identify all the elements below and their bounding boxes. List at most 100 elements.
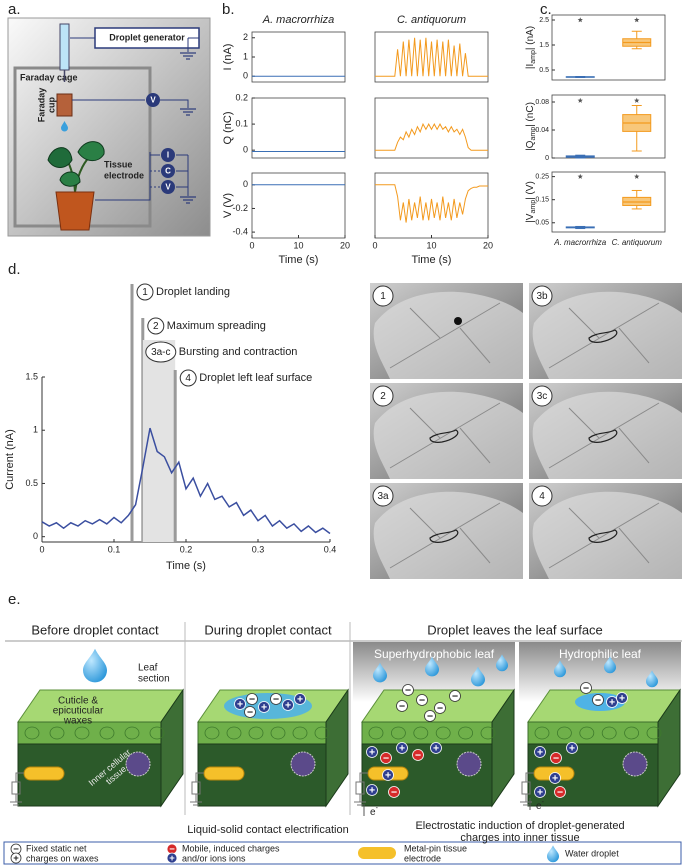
- charge-sign: +: [569, 743, 575, 754]
- data-line: [375, 184, 488, 223]
- cuticle-label: Cuticle &: [58, 696, 98, 707]
- x-axis-label: Time (s): [279, 254, 319, 266]
- y-axis-label-part: amp: [530, 200, 537, 214]
- y-axis-label: V (V): [222, 193, 234, 218]
- water-droplet: [554, 660, 566, 678]
- outlier: [577, 17, 583, 23]
- outlier: [577, 97, 583, 103]
- meter: [146, 93, 160, 107]
- charge-sign: +: [552, 773, 558, 784]
- x-tick-label: A. macrorrhiza: [553, 238, 607, 247]
- cell: [601, 726, 617, 740]
- cell: [458, 726, 474, 740]
- photo-label: 3c: [537, 391, 548, 402]
- meter: [161, 164, 175, 178]
- charge-sign: −: [247, 707, 253, 718]
- plot-frame: [374, 31, 489, 83]
- panel-label: c.: [540, 1, 552, 18]
- water-droplet: [425, 656, 439, 677]
- data-line: [375, 122, 488, 151]
- data-line: [375, 37, 488, 77]
- cell: [624, 726, 639, 740]
- charge: [449, 690, 461, 702]
- leaf: [77, 141, 105, 161]
- y-tick-label: 0.5: [25, 478, 38, 488]
- leaf-vein: [548, 302, 660, 369]
- droplet-photo: [454, 317, 462, 325]
- meter-label: V: [150, 96, 156, 105]
- charge: [580, 682, 592, 694]
- charge: [258, 701, 270, 713]
- leaf-side: [160, 688, 184, 808]
- cell: [292, 726, 308, 740]
- meter: [161, 180, 175, 194]
- plot-frame: [374, 172, 489, 239]
- charge: [270, 693, 282, 705]
- event-label: Droplet left leaf surface: [199, 372, 312, 384]
- y-axis-label-part: | (nA): [525, 26, 536, 50]
- leaf-type: Hydrophilic leaf: [559, 647, 642, 661]
- cup-label: Faraday: [36, 88, 46, 123]
- chart-title: A. macrorrhiza: [262, 14, 335, 26]
- electron-symbol: e: [536, 801, 542, 812]
- electron-label: e-: [370, 805, 379, 817]
- leaf-vein: [548, 502, 660, 569]
- legend-label: Water droplet: [565, 848, 619, 858]
- cell: [74, 726, 90, 740]
- stage-title: Before droplet contact: [31, 622, 159, 637]
- charge: [606, 696, 618, 708]
- leaf-side: [325, 688, 349, 808]
- event-number: 1: [142, 287, 148, 298]
- water-droplet: [83, 648, 107, 683]
- y-tick-label: 0.25: [535, 173, 549, 180]
- y-tick-label: 0: [243, 145, 248, 155]
- x-tick-label: 0: [249, 240, 254, 250]
- y-tick-label: 0: [243, 179, 248, 189]
- charge-sign: −: [415, 750, 421, 761]
- plot-frame: [251, 31, 346, 83]
- cell: [226, 726, 242, 740]
- faraday-cup: [56, 93, 73, 117]
- syringe: [59, 23, 70, 71]
- y-tick-label: 2.5: [539, 17, 549, 24]
- x-tick-label: 0.4: [324, 544, 337, 554]
- y-tick-label: 0.04: [535, 127, 549, 134]
- charge: [234, 698, 246, 710]
- leaf-shape: [532, 491, 682, 579]
- ground-wire: [520, 772, 534, 806]
- charge-sign: −: [452, 691, 458, 702]
- electron-label: e-: [536, 799, 545, 811]
- charge: [416, 694, 428, 706]
- charge-sign: +: [237, 699, 243, 710]
- water-droplet: [373, 662, 387, 683]
- stage-title: Droplet leaves the leaf surface: [427, 622, 603, 637]
- water-droplet: [471, 666, 486, 687]
- outlier: [577, 173, 583, 179]
- charge-sign: −: [583, 683, 589, 694]
- ground-wire: [354, 772, 368, 806]
- y-tick-label: 0.05: [535, 220, 549, 227]
- charge: [616, 692, 628, 704]
- charge-sign: +: [285, 700, 291, 711]
- cell: [557, 726, 572, 740]
- y-tick-label: 0: [545, 155, 549, 162]
- charge: [246, 693, 258, 705]
- y-axis-label-part: | (V): [525, 181, 536, 200]
- y-axis-label-part: |Q: [525, 140, 536, 151]
- cell: [390, 726, 406, 740]
- charge-sign: +: [297, 694, 303, 705]
- tissue-electrode: [203, 766, 245, 781]
- charge: [434, 702, 446, 714]
- y-axis-label-part: | (nC): [525, 102, 536, 127]
- cell: [480, 726, 496, 740]
- charge-sign: −: [553, 753, 559, 764]
- cup-label: cup: [46, 97, 56, 114]
- event-label: Maximum spreading: [167, 320, 266, 332]
- electrode-label: Tissue: [104, 159, 132, 169]
- charge: [166, 852, 178, 864]
- charge-sign: +: [399, 743, 405, 754]
- photo-label-bg: [372, 285, 394, 307]
- vascular-bundle: [125, 751, 151, 777]
- setup-background: [7, 17, 211, 237]
